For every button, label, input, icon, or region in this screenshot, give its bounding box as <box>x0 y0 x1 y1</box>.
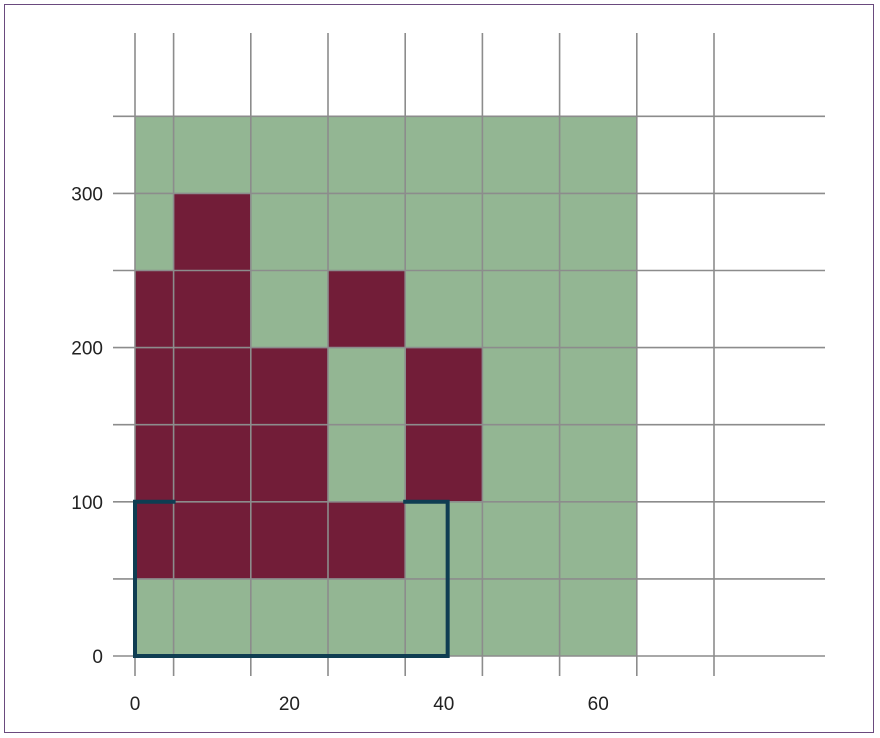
y-tick-label: 100 <box>71 493 103 514</box>
x-tick-label: 40 <box>433 694 454 715</box>
grid-layer <box>113 33 825 676</box>
y-tick-label: 0 <box>92 647 103 668</box>
chart-plot: 0 20 40 60 0 100 200 300 <box>71 33 825 715</box>
chart-frame: 0 20 40 60 0 100 200 300 <box>4 4 874 733</box>
x-tick-label: 0 <box>130 694 141 715</box>
highlighted-cell <box>173 193 251 271</box>
highlighted-cell <box>250 347 328 579</box>
outline-shape <box>133 499 450 658</box>
x-tick-label: 20 <box>279 694 300 715</box>
highlighted-cell <box>328 270 406 348</box>
x-tick-label: 60 <box>588 694 609 715</box>
cells-layer <box>135 193 483 579</box>
tick-labels-layer: 0 20 40 60 0 100 200 300 <box>71 184 608 715</box>
y-tick-label: 200 <box>71 339 103 360</box>
y-tick-label: 300 <box>71 184 103 205</box>
highlighted-cell <box>328 501 406 579</box>
outline-layer <box>133 499 450 658</box>
